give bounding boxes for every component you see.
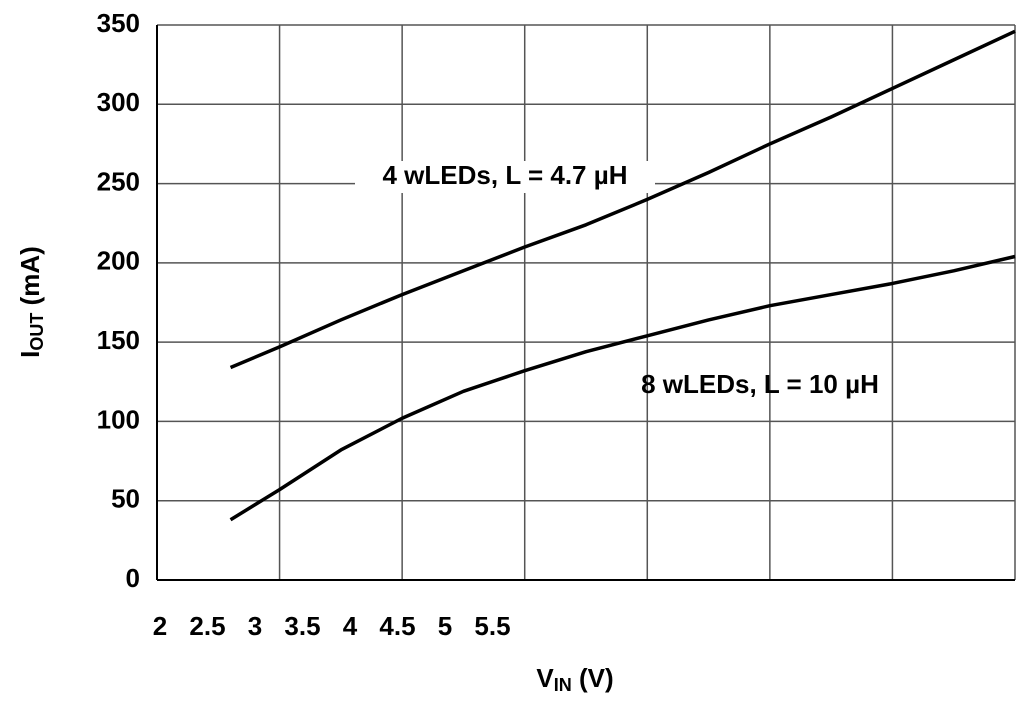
y-axis-title-sub: OUT [27, 313, 47, 351]
y-tick-label: 300 [97, 87, 140, 117]
y-axis-title: IOUT (mA) [15, 246, 47, 358]
y-tick-label: 250 [97, 166, 140, 196]
y-axis-title-main: I [15, 351, 45, 358]
y-axis-title-unit: (mA) [15, 246, 45, 312]
series-label: 4 wLEDs, L = 4.7 µH [383, 160, 628, 190]
x-tick-label: 4.5 [379, 611, 415, 641]
x-axis-title-main: V [536, 663, 554, 693]
label-background [355, 161, 655, 193]
x-tick-label: 3 [248, 611, 262, 641]
y-tick-label: 150 [97, 325, 140, 355]
y-tick-label: 350 [97, 8, 140, 38]
y-tick-label: 0 [126, 563, 140, 593]
x-axis-title-unit: (V) [572, 663, 614, 693]
x-tick-label: 2.5 [189, 611, 225, 641]
x-tick-label: 2 [153, 611, 167, 641]
series-label: 8 wLEDs, L = 10 µH [641, 369, 879, 399]
series-line [229, 254, 1016, 522]
x-tick-label: 4 [343, 611, 358, 641]
x-axis-title: VIN (V) [536, 663, 613, 695]
series-line [229, 29, 1016, 370]
x-tick-label: 5.5 [474, 611, 510, 641]
y-tick-label: 200 [97, 246, 140, 276]
x-tick-label: 5 [438, 611, 452, 641]
y-tick-label: 100 [97, 404, 140, 434]
x-tick-label: 3.5 [284, 611, 320, 641]
y-tick-label: 50 [111, 484, 140, 514]
x-axis-title-sub: IN [554, 675, 572, 695]
